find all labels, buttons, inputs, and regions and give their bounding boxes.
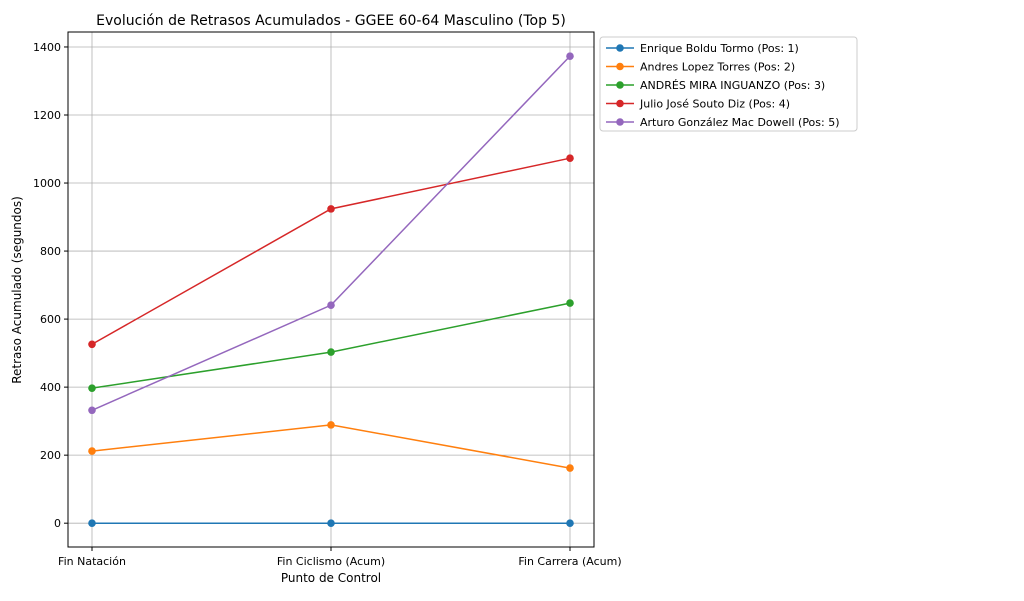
data-point — [327, 205, 335, 213]
data-point — [566, 154, 574, 162]
y-tick-label: 0 — [54, 517, 61, 530]
x-tick-label: Fin Natación — [58, 555, 126, 568]
series-4 — [88, 154, 574, 349]
data-point — [566, 519, 574, 527]
y-tick-label: 1400 — [33, 41, 61, 54]
y-tick-label: 800 — [40, 245, 61, 258]
data-point — [88, 340, 96, 349]
y-tick-label: 400 — [40, 381, 61, 394]
y-axis-label: Retraso Acumulado (segundos) — [10, 196, 24, 384]
series-2 — [88, 421, 574, 472]
legend-entry: ANDRÉS MIRA INGUANZO (Pos: 3) — [640, 79, 825, 92]
legend-marker — [616, 62, 624, 71]
legend-marker — [616, 118, 624, 126]
legend-entry: Enrique Boldu Tormo (Pos: 1) — [640, 42, 799, 55]
y-axis: 0 200 400 600 800 1000 1200 1400 — [33, 41, 68, 530]
legend-marker — [616, 44, 624, 52]
legend-box — [599, 36, 858, 132]
legend: Enrique Boldu Tormo (Pos: 1) Andres Lopez… — [599, 36, 858, 132]
series-group — [88, 52, 574, 527]
data-point — [566, 299, 574, 307]
series-1 — [88, 519, 574, 527]
data-point — [88, 384, 96, 392]
data-point — [88, 519, 96, 527]
y-tick-label: 600 — [40, 313, 61, 326]
y-tick-label: 1200 — [33, 109, 61, 122]
chart-title: Evolución de Retrasos Acumulados - GGEE … — [96, 13, 566, 29]
x-tick-label: Fin Ciclismo (Acum) — [277, 555, 385, 568]
legend-marker — [616, 81, 624, 89]
legend-entry: Julio José Souto Diz (Pos: 4) — [639, 98, 790, 111]
x-tick-label: Fin Carrera (Acum) — [518, 555, 621, 568]
grid — [68, 32, 594, 547]
y-tick-label: 200 — [40, 449, 61, 462]
data-point — [88, 447, 96, 455]
y-tick-label: 1000 — [33, 177, 61, 190]
data-point — [327, 421, 335, 429]
series-5 — [88, 52, 574, 415]
legend-entry: Arturo González Mac Dowell (Pos: 5) — [640, 116, 840, 129]
legend-entry: Andres Lopez Torres (Pos: 2) — [640, 61, 795, 74]
data-point — [566, 52, 574, 60]
data-point — [327, 519, 335, 527]
x-axis: Fin Natación Fin Ciclismo (Acum) Fin Carre… — [58, 547, 622, 568]
legend-marker — [616, 99, 624, 108]
series-3 — [88, 299, 574, 392]
data-point — [327, 301, 335, 309]
data-point — [327, 348, 335, 356]
x-axis-label: Punto de Control — [281, 571, 381, 585]
data-point — [88, 406, 96, 415]
data-point — [566, 464, 574, 472]
